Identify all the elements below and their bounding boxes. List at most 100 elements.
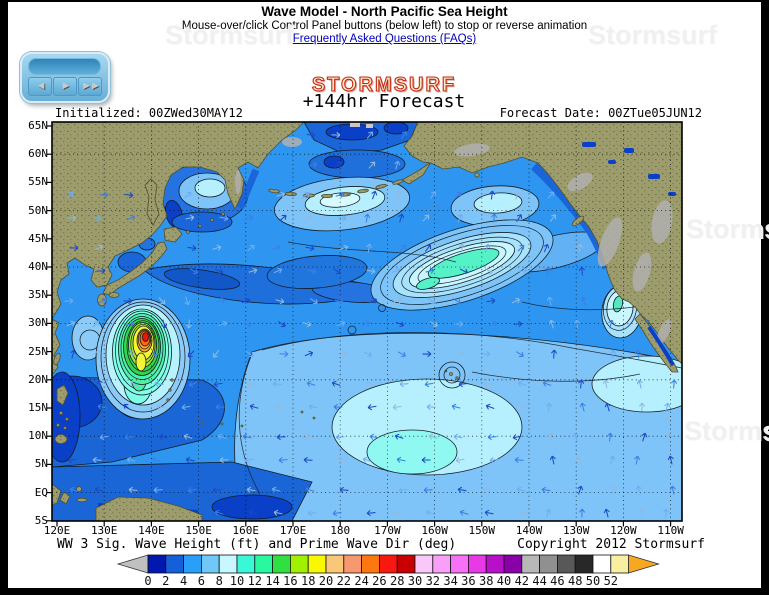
initialized-label: Initialized: 00ZWed30MAY12 bbox=[55, 106, 243, 120]
stormsurf-watermark: Stormsurf bbox=[684, 416, 769, 446]
scale-cell bbox=[307, 554, 327, 574]
scale-cell bbox=[218, 554, 238, 574]
scale-cell bbox=[539, 554, 558, 574]
scale-tick-label: 32 bbox=[426, 574, 440, 588]
lat-label: 35N bbox=[28, 288, 48, 302]
scale-tick-label: 48 bbox=[568, 574, 582, 588]
scale-tick-label: 44 bbox=[532, 574, 546, 588]
lat-label: 55N bbox=[28, 175, 48, 189]
scale-cell bbox=[610, 554, 629, 574]
scale-tick-label: 4 bbox=[180, 574, 187, 588]
lon-label: 120W bbox=[610, 524, 637, 537]
typhoon-feature bbox=[71, 298, 191, 420]
lon-label: 170W bbox=[374, 524, 401, 537]
scale-cell bbox=[343, 554, 363, 574]
lon-label: 170E bbox=[279, 524, 307, 537]
page-title: Wave Model - North Pacific Sea Height bbox=[261, 4, 508, 19]
scale-cell bbox=[521, 554, 540, 574]
stormsurf-logo: STORMSURF bbox=[311, 73, 457, 96]
scale-cell bbox=[378, 554, 398, 574]
scale-cell bbox=[432, 554, 451, 574]
land-siberia bbox=[52, 122, 305, 320]
island-contour-rings bbox=[347, 304, 466, 389]
scale-cell bbox=[236, 554, 256, 574]
step-back-button[interactable]: ◄ bbox=[28, 77, 52, 96]
lon-label: 160E bbox=[232, 524, 260, 537]
scale-cell bbox=[414, 554, 434, 574]
faq-link[interactable]: Frequently Asked Questions (FAQs) bbox=[292, 33, 477, 45]
lon-label: 140W bbox=[515, 524, 543, 537]
lat-label: 30N bbox=[28, 316, 48, 330]
land-aleutians bbox=[268, 179, 404, 199]
scale-cell bbox=[289, 554, 309, 574]
scale-cell bbox=[503, 554, 523, 574]
scale-tick-label: 22 bbox=[337, 574, 351, 588]
lon-label: 150W bbox=[468, 524, 496, 537]
scale-tick-label: 14 bbox=[265, 574, 279, 588]
scale-tick-label: 20 bbox=[319, 574, 333, 588]
lat-label: 5N bbox=[34, 457, 48, 471]
terrain-details bbox=[235, 122, 676, 389]
scale-tick-label: 6 bbox=[198, 574, 205, 588]
faq-link-row: Frequently Asked Questions (FAQs) bbox=[0, 33, 769, 45]
scale-tick-label: 26 bbox=[372, 574, 386, 588]
stormsurf-watermark: Stormsurf bbox=[588, 20, 718, 50]
animation-control-panel: ◄ ► ►► bbox=[20, 52, 110, 103]
land-alaska-peninsula bbox=[401, 161, 432, 185]
scale-tick-label: 8 bbox=[216, 574, 223, 588]
lat-label: 20N bbox=[28, 372, 48, 386]
axis-ticks bbox=[46, 125, 672, 527]
lon-label: 160W bbox=[421, 524, 448, 537]
control-panel-display bbox=[28, 58, 101, 75]
scale-tick-label: 24 bbox=[354, 574, 368, 588]
lat-label: 40N bbox=[28, 260, 48, 273]
scale-cell bbox=[183, 554, 202, 574]
land-new-guinea bbox=[95, 496, 203, 521]
map-border bbox=[51, 121, 683, 522]
map-interior bbox=[52, 122, 682, 521]
land-hokkaido bbox=[163, 226, 183, 243]
lat-label: 65N bbox=[28, 119, 48, 132]
scale-cell bbox=[467, 554, 487, 574]
scale-tick-label: 50 bbox=[586, 574, 600, 588]
scale-cell bbox=[272, 554, 291, 574]
scale-tick-label: 42 bbox=[515, 574, 529, 588]
scale-cell bbox=[574, 554, 594, 574]
land-mindanao bbox=[54, 433, 68, 444]
wave-direction-arrows bbox=[64, 131, 678, 518]
scale-left-arrow bbox=[116, 554, 149, 574]
lat-label: 5S bbox=[34, 513, 48, 527]
scale-cell bbox=[325, 554, 345, 574]
fast-forward-button[interactable]: ►► bbox=[78, 77, 102, 96]
scale-tick-label: 18 bbox=[301, 574, 315, 588]
lat-label: 15N bbox=[28, 401, 48, 414]
scale-cell bbox=[396, 554, 416, 574]
scale-tick-label: 16 bbox=[283, 574, 297, 588]
scale-tick-label: 34 bbox=[443, 574, 457, 588]
lon-label: 130W bbox=[562, 524, 590, 537]
forecast-date-label: Forecast Date: 00ZTue05JUN12 bbox=[499, 106, 702, 120]
stormsurf-watermark: Stormsurf bbox=[165, 20, 295, 50]
scale-tick-label: 38 bbox=[479, 574, 493, 588]
scale-cell bbox=[485, 554, 505, 574]
lat-label: 50N bbox=[28, 203, 48, 217]
scale-tick-label: 28 bbox=[390, 574, 404, 588]
lon-label: 110W bbox=[657, 524, 684, 537]
scale-tick-label: 52 bbox=[604, 574, 618, 588]
scale-tick-label: 36 bbox=[461, 574, 475, 588]
scale-cell bbox=[556, 554, 576, 574]
scale-cell bbox=[361, 554, 380, 574]
scale-tick-label: 2 bbox=[162, 574, 169, 588]
lon-label: 150E bbox=[185, 524, 212, 537]
lon-label: 120E bbox=[43, 524, 71, 537]
copyright-label: Copyright 2012 Stormsurf bbox=[517, 537, 705, 552]
scale-tick-label: 30 bbox=[408, 574, 422, 588]
land-sakhalin bbox=[144, 178, 160, 226]
play-forward-button[interactable]: ► bbox=[53, 77, 77, 96]
page-subtitle: Mouse-over/click Control Panel buttons (… bbox=[181, 20, 588, 32]
scale-cell bbox=[450, 554, 469, 574]
lat-label: EQ bbox=[34, 485, 48, 499]
scale-tick-label: 0 bbox=[144, 574, 151, 588]
land-honshu bbox=[102, 241, 168, 296]
